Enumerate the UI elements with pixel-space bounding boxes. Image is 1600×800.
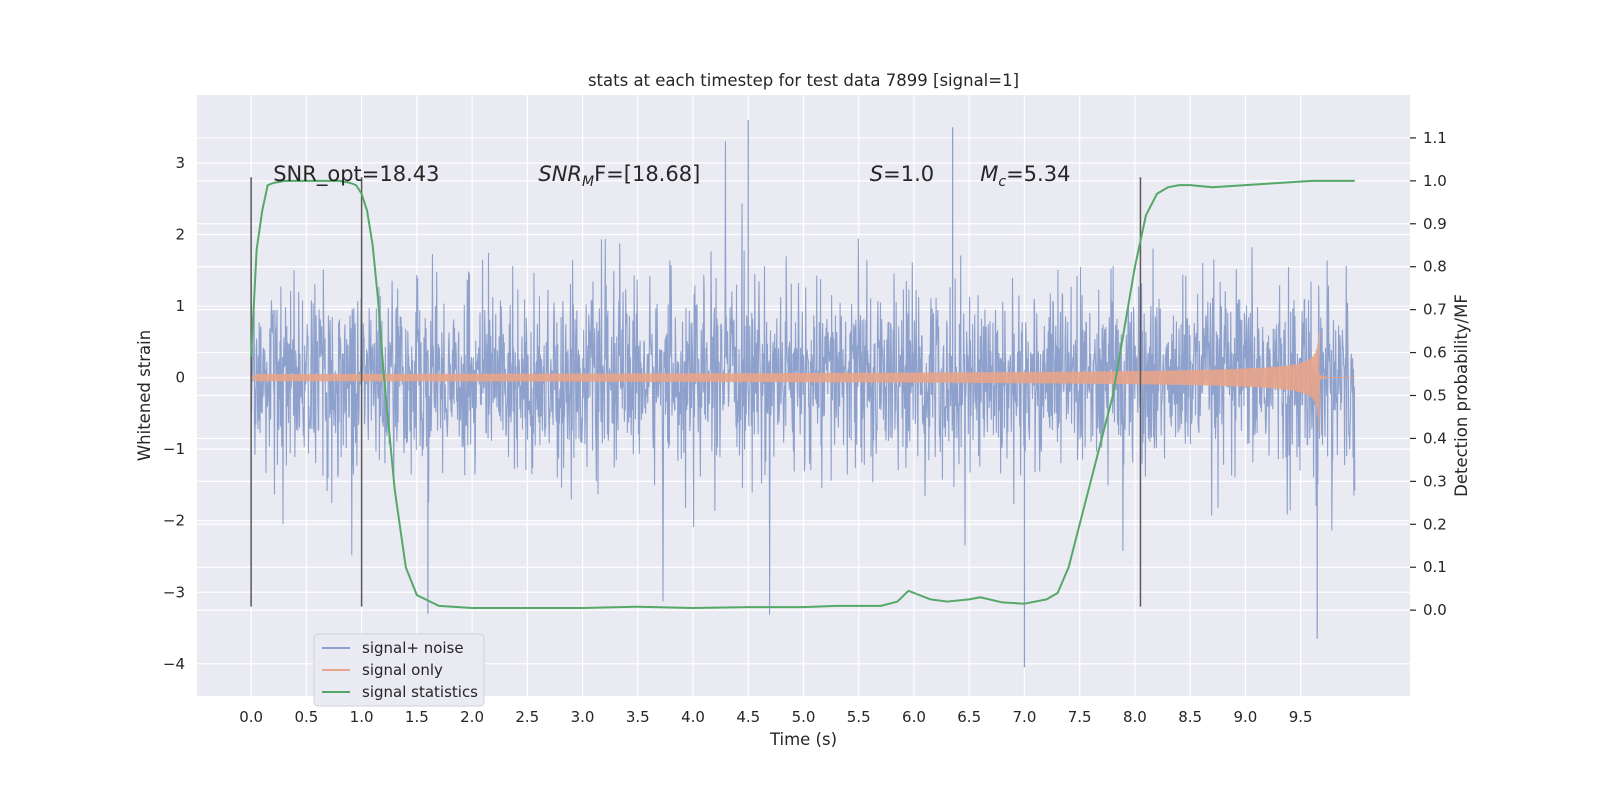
vertical-markers bbox=[250, 177, 1142, 607]
annotations: SNR_opt=18.43 SNRMF=[18.68] S=1.0 Mc=5.34 bbox=[273, 162, 1070, 190]
legend-box bbox=[313, 633, 485, 707]
legend-label: signal statistics bbox=[362, 683, 478, 701]
y-tick-label-right: 0.5 bbox=[1423, 387, 1447, 405]
annotation: Mc=5.34 bbox=[980, 162, 1070, 190]
x-tick-label: 4.0 bbox=[681, 708, 705, 726]
y-tick-label-left: −3 bbox=[163, 583, 185, 601]
line-signal-statistics bbox=[250, 179, 1355, 609]
x-tick-label: 0.5 bbox=[294, 708, 318, 726]
y-tick-label-right: 1.1 bbox=[1423, 129, 1447, 147]
y-tick-label-left: 1 bbox=[175, 297, 185, 315]
y-tick-label-left: 0 bbox=[175, 369, 185, 387]
x-axis-label: Time (s) bbox=[769, 730, 837, 749]
x-tick-label: 6.5 bbox=[957, 708, 981, 726]
x-tick-label: 2.0 bbox=[460, 708, 484, 726]
y-tick-label-right: 0.2 bbox=[1423, 515, 1447, 533]
x-tick-label: 1.0 bbox=[350, 708, 374, 726]
x-tick-label: 3.5 bbox=[626, 708, 650, 726]
x-tick-label: 4.5 bbox=[736, 708, 760, 726]
annotation: S=1.0 bbox=[870, 162, 934, 186]
x-tick-label: 3.0 bbox=[571, 708, 595, 726]
annotation: SNR_opt=18.43 bbox=[273, 162, 439, 187]
y-axis-label-right: Detection probability/MF bbox=[1452, 294, 1471, 497]
y-tick-label-right: 0.8 bbox=[1423, 258, 1447, 276]
series-signal-statistics bbox=[250, 179, 1355, 609]
series-signal-only bbox=[250, 332, 1355, 432]
x-tick-label: 0.0 bbox=[239, 708, 263, 726]
x-tick-label: 9.5 bbox=[1289, 708, 1313, 726]
y-tick-label-right: 0.7 bbox=[1423, 301, 1447, 319]
y-tick-label-right: 0.1 bbox=[1423, 558, 1447, 576]
x-tick-label: 7.0 bbox=[1013, 708, 1037, 726]
y-tick-label-right: 0.4 bbox=[1423, 429, 1447, 447]
y-tick-label-right: 0.6 bbox=[1423, 344, 1447, 362]
y-tick-label-left: −1 bbox=[163, 440, 185, 458]
y-tick-label-right: 0.0 bbox=[1423, 601, 1447, 619]
x-tick-label: 8.5 bbox=[1178, 708, 1202, 726]
chart-title: stats at each timestep for test data 789… bbox=[588, 71, 1019, 90]
x-tick-label: 8.0 bbox=[1123, 708, 1147, 726]
x-tick-label: 2.5 bbox=[515, 708, 539, 726]
y-axis-label-left: Whitened strain bbox=[135, 330, 154, 461]
x-tick-label: 7.5 bbox=[1068, 708, 1092, 726]
legend-label: signal only bbox=[362, 661, 443, 679]
legend: signal+ noise signal only signal statistic… bbox=[313, 633, 485, 707]
x-tick-label: 5.5 bbox=[847, 708, 871, 726]
y-tick-label-left: −4 bbox=[163, 655, 185, 673]
line-signal-only bbox=[250, 332, 1355, 432]
y-tick-label-left: −2 bbox=[163, 512, 185, 530]
x-tick-label: 6.0 bbox=[902, 708, 926, 726]
y-tick-label-left: 3 bbox=[175, 154, 185, 172]
x-tick-label: 5.0 bbox=[792, 708, 816, 726]
y-tick-label-left: 2 bbox=[175, 226, 185, 244]
y-tick-label-right: 1.0 bbox=[1423, 172, 1447, 190]
x-tick-label: 1.5 bbox=[405, 708, 429, 726]
axis-ticks: 0.0 0.5 1.0 1.5 2.0 2.5 3.0 3.5 4.0 4.5 5.0 5.5 6.0 6… bbox=[163, 129, 1447, 726]
x-tick-label: 9.0 bbox=[1233, 708, 1257, 726]
legend-label: signal+ noise bbox=[362, 639, 464, 657]
annotation: SNRMF=[18.68] bbox=[538, 162, 700, 190]
y-tick-label-right: 0.3 bbox=[1423, 472, 1447, 490]
y-tick-label-right: 0.9 bbox=[1423, 215, 1447, 233]
